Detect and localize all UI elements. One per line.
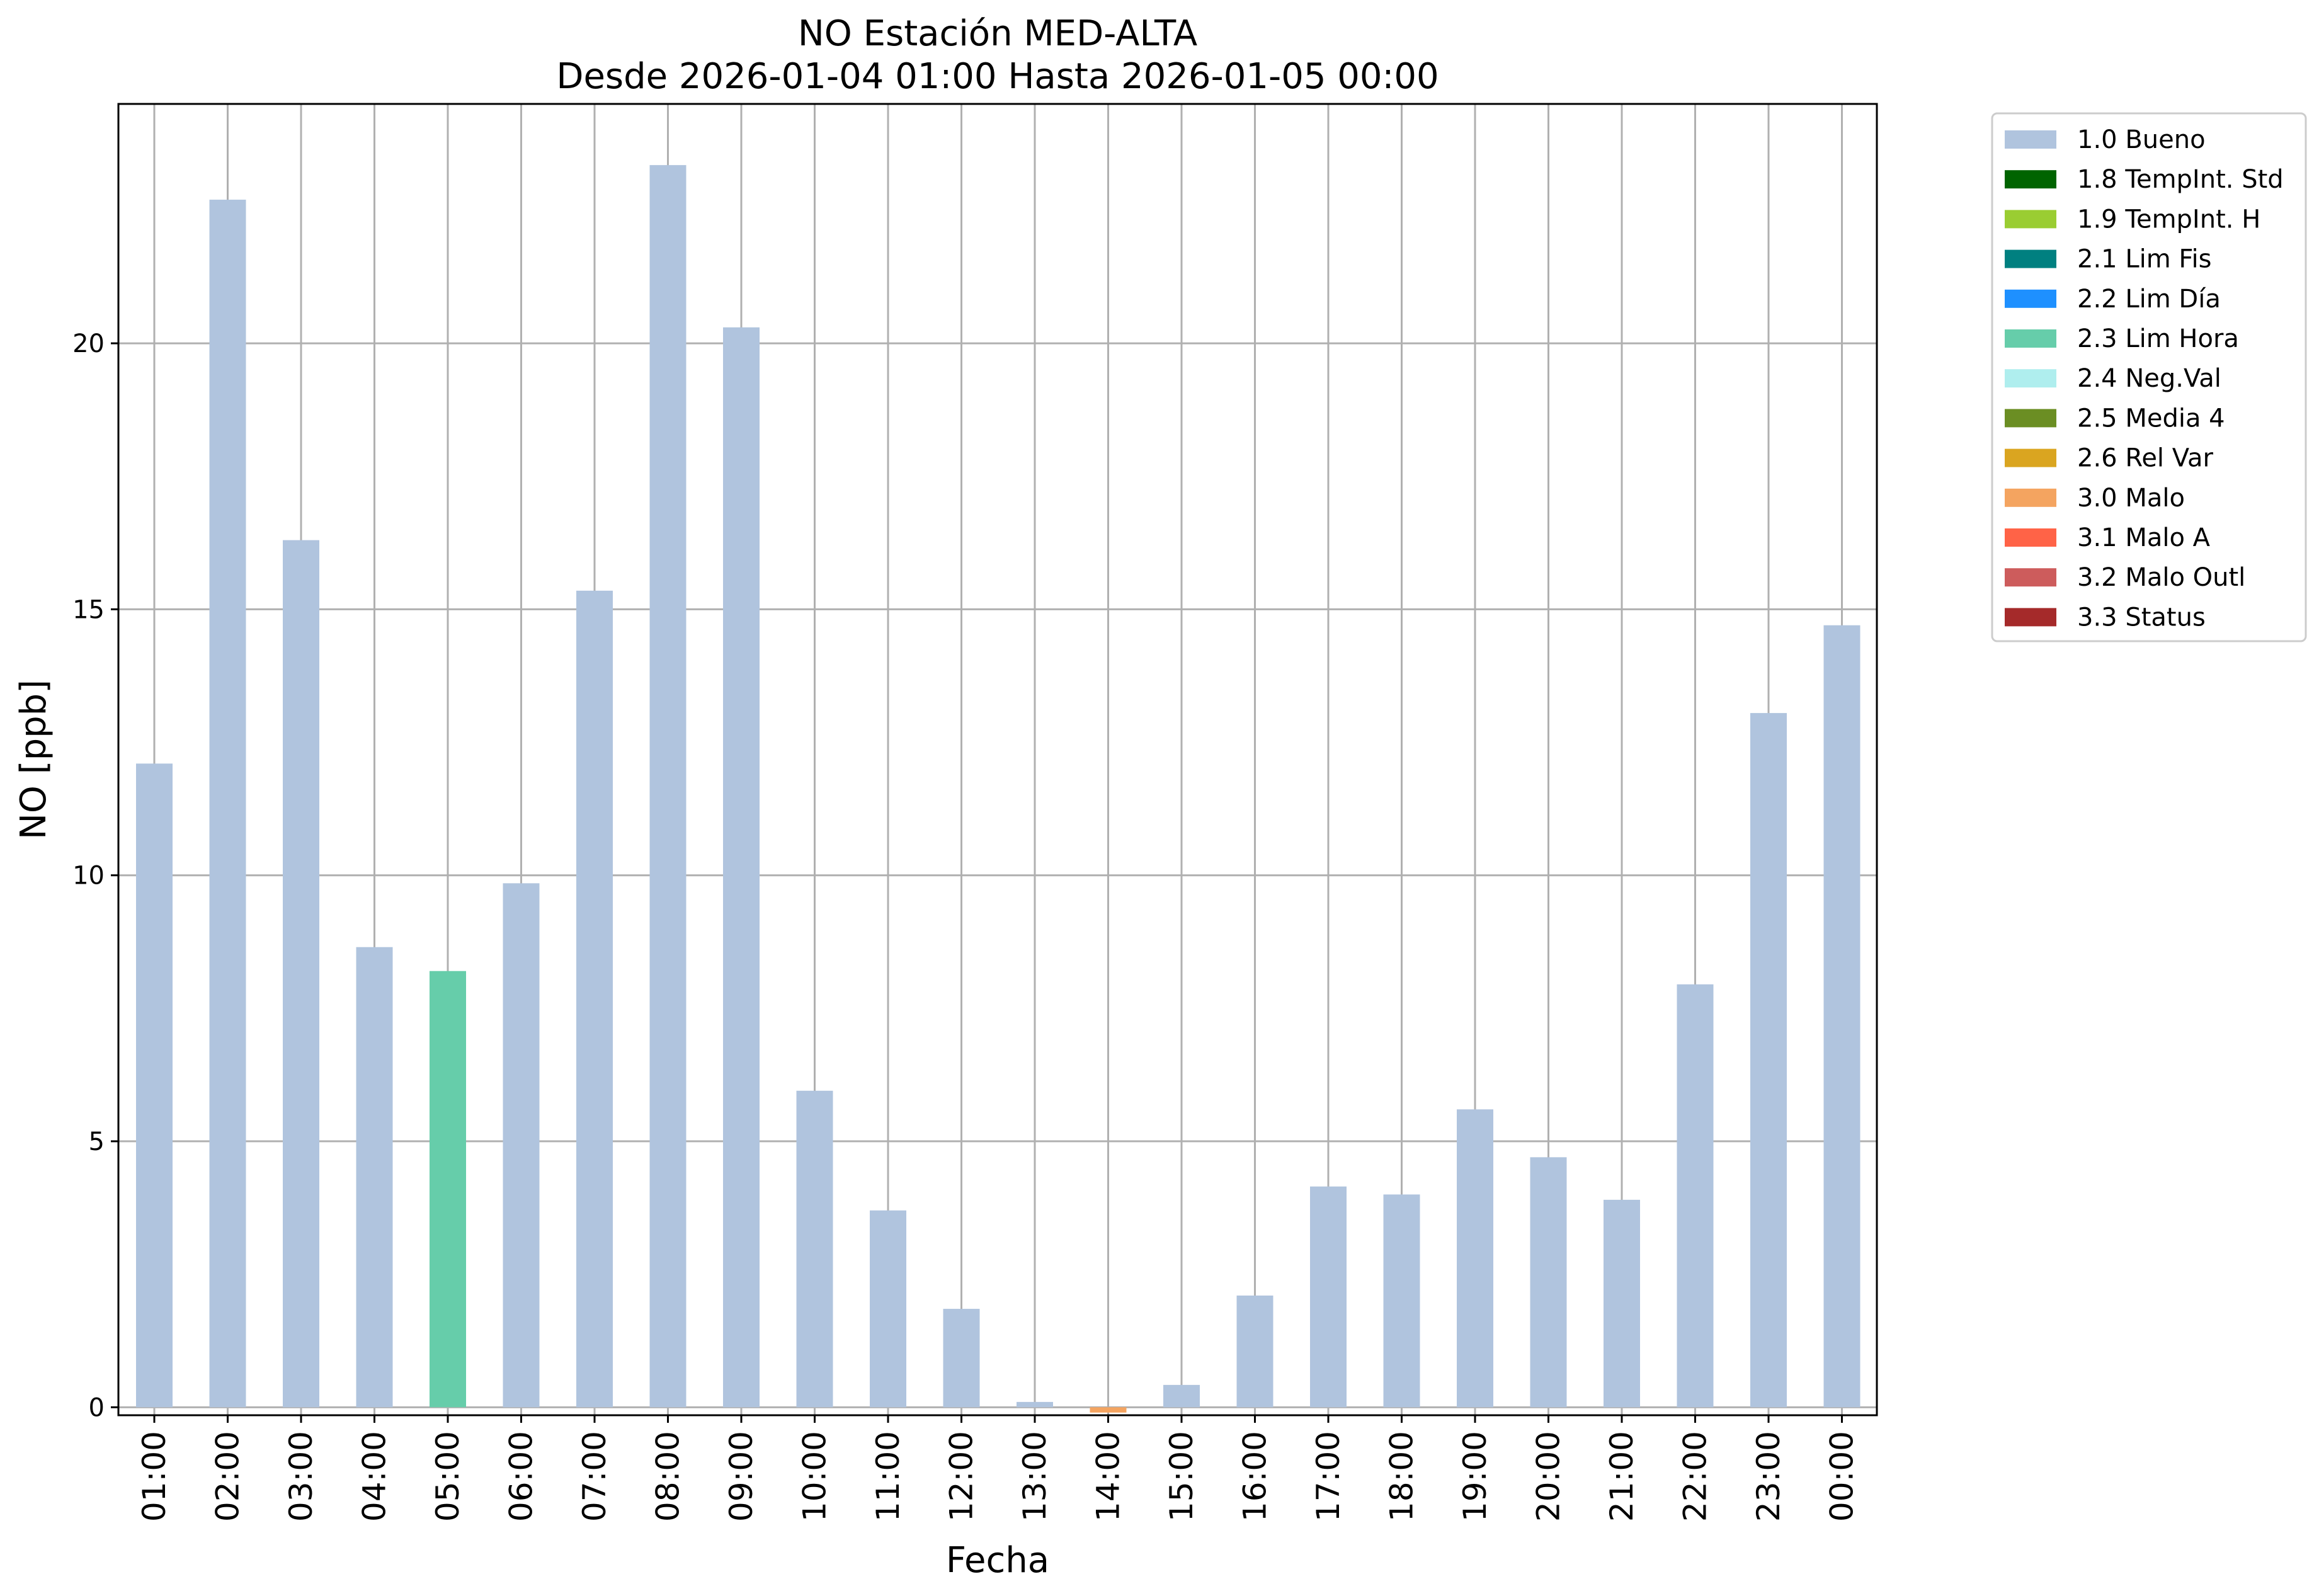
- legend-label: 3.2 Malo Outl: [2077, 563, 2245, 592]
- x-ticks: 01:00 02:00 03:00 04:00 05:00 06:00 07:00 08:00…: [136, 1415, 1860, 1522]
- y-ticks: 0 5 10 15 20: [72, 329, 118, 1422]
- x-tick-label: 09:00: [723, 1431, 760, 1522]
- legend-label: 2.2 Lim Día: [2077, 285, 2221, 314]
- bar-1500: [1163, 1384, 1200, 1408]
- plot-frame: [117, 103, 1878, 1416]
- legend-label: 2.3 Lim Hora: [2077, 324, 2239, 353]
- legend-swatch-1-9: [2005, 210, 2056, 229]
- x-tick-label: 02:00: [210, 1431, 246, 1522]
- x-tick-label: 13:00: [1017, 1431, 1053, 1522]
- x-tick-label: 06:00: [503, 1431, 540, 1522]
- x-tick-label: 19:00: [1457, 1431, 1493, 1522]
- x-tick-label: 23:00: [1750, 1431, 1787, 1522]
- x-tick-label: 18:00: [1384, 1431, 1420, 1522]
- x-tick-label: 03:00: [283, 1431, 319, 1522]
- legend-swatch-3-0: [2005, 488, 2056, 507]
- chart-subtitle: Desde 2026-01-04 01:00 Hasta 2026-01-05 …: [556, 56, 1439, 97]
- x-tick-label: 16:00: [1237, 1431, 1273, 1522]
- legend-label: 2.5 Media 4: [2077, 404, 2225, 433]
- x-tick-label: 14:00: [1090, 1431, 1127, 1522]
- bar-1000: [796, 1090, 833, 1408]
- y-tick-label: 20: [72, 329, 105, 358]
- bar-1700: [1310, 1186, 1347, 1408]
- legend-swatch-2-2: [2005, 289, 2056, 308]
- legend-swatch-1-8: [2005, 170, 2056, 189]
- x-tick-label: 07:00: [576, 1431, 613, 1522]
- bar-0000: [1823, 625, 1860, 1408]
- y-tick-label: 5: [89, 1127, 105, 1156]
- bar-0600: [503, 883, 540, 1408]
- bar-2000: [1530, 1157, 1567, 1408]
- legend-label: 2.1 Lim Fis: [2077, 245, 2211, 274]
- legend-label: 3.3 Status: [2077, 603, 2206, 632]
- bar-1800: [1383, 1194, 1420, 1408]
- legend-swatch-2-6: [2005, 448, 2056, 467]
- bar-1100: [870, 1210, 906, 1408]
- x-tick-label: 20:00: [1530, 1431, 1567, 1522]
- x-tick-label: 21:00: [1604, 1431, 1640, 1522]
- legend-frame: [1991, 112, 2307, 642]
- legend-swatch-2-5: [2005, 409, 2056, 428]
- legend-swatch-3-3: [2005, 608, 2056, 627]
- legend-label: 2.4 Neg.Val: [2077, 364, 2221, 393]
- x-tick-label: 17:00: [1310, 1431, 1347, 1522]
- bar-0100: [136, 763, 173, 1408]
- x-tick-label: 00:00: [1824, 1431, 1860, 1522]
- y-tick-label: 15: [72, 595, 105, 624]
- legend-label: 1.8 TempInt. Std: [2077, 165, 2284, 194]
- x-tick-label: 12:00: [943, 1431, 980, 1522]
- y-tick-label: 10: [72, 862, 105, 891]
- bar-0700: [576, 590, 613, 1408]
- legend-swatch-2-4: [2005, 369, 2056, 388]
- bar-1200: [943, 1309, 980, 1408]
- x-axis-label: Fecha: [946, 1540, 1049, 1581]
- bar-0200: [209, 200, 246, 1408]
- bar-0800: [649, 165, 687, 1408]
- x-tick-label: 05:00: [430, 1431, 466, 1522]
- x-tick-label: 10:00: [797, 1431, 833, 1522]
- legend-swatch-3-2: [2005, 568, 2056, 587]
- legend-label: 1.0 Bueno: [2077, 125, 2206, 154]
- legend-label: 3.0 Malo: [2077, 484, 2185, 513]
- bar-2200: [1677, 984, 1714, 1408]
- bar-1600: [1236, 1295, 1273, 1408]
- x-tick-label: 04:00: [356, 1431, 393, 1522]
- legend: 1.0 Bueno 1.8 TempInt. Std 1.9 TempInt. H 2…: [1991, 112, 2307, 642]
- y-tick-label: 0: [89, 1393, 105, 1422]
- legend-swatch-1-0: [2005, 130, 2056, 149]
- bar-1900: [1457, 1109, 1493, 1408]
- x-tick-label: 22:00: [1677, 1431, 1714, 1522]
- bar-1400: [1090, 1407, 1127, 1413]
- legend-label: 2.6 Rel Var: [2077, 444, 2214, 473]
- bars: [136, 165, 1860, 1413]
- legend-label: 1.9 TempInt. H: [2077, 205, 2260, 234]
- bar-0400: [356, 947, 393, 1408]
- legend-swatch-2-1: [2005, 249, 2056, 268]
- y-axis-label: NO [ppb]: [13, 680, 54, 840]
- bar-1300: [1017, 1401, 1053, 1408]
- legend-label: 3.1 Malo A: [2077, 523, 2211, 552]
- bar-0300: [283, 540, 319, 1408]
- bar-0500: [430, 971, 466, 1408]
- x-tick-label: 15:00: [1163, 1431, 1200, 1522]
- bar-0900: [723, 327, 760, 1408]
- legend-swatch-3-1: [2005, 528, 2056, 547]
- legend-swatch-2-3: [2005, 329, 2056, 348]
- bar-2300: [1750, 713, 1787, 1408]
- x-tick-label: 11:00: [870, 1431, 906, 1522]
- x-tick-label: 08:00: [650, 1431, 687, 1522]
- bar-2100: [1604, 1199, 1640, 1408]
- x-tick-label: 01:00: [136, 1431, 173, 1522]
- chart-title: NO Estación MED-ALTA: [798, 13, 1197, 54]
